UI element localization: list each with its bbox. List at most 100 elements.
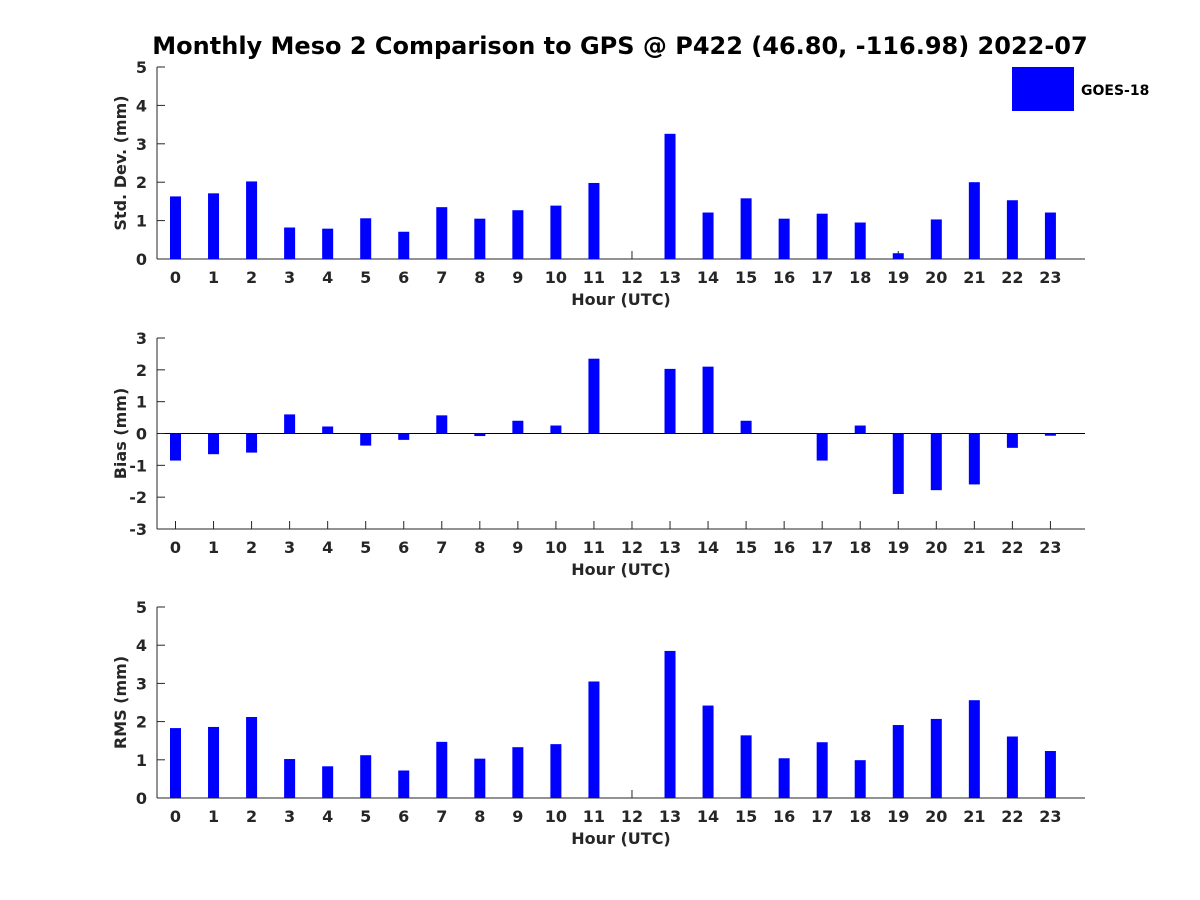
- bias-x-tick-label: 19: [887, 538, 909, 557]
- bias-x-tick-label: 8: [474, 538, 485, 557]
- bias-y-tick-label: -2: [129, 488, 147, 507]
- rms-bar: [246, 717, 258, 798]
- rms-bar: [322, 766, 334, 798]
- std-dev-x-tick-label: 1: [208, 268, 219, 287]
- bias-bar: [740, 420, 752, 434]
- legend-label: GOES-18: [1081, 83, 1149, 99]
- std-dev-bar: [436, 207, 448, 259]
- bias-bar: [208, 433, 220, 455]
- rms-x-tick-label: 21: [963, 807, 985, 826]
- std-dev-x-tick-label: 4: [322, 268, 333, 287]
- std-dev-bar: [550, 205, 562, 259]
- bias-x-tick-label: 20: [925, 538, 947, 557]
- bias-bar: [322, 426, 334, 434]
- std-dev-bar: [778, 218, 790, 259]
- bias-x-tick-label: 17: [811, 538, 833, 557]
- rms-x-tick-label: 10: [545, 807, 567, 826]
- bias-x-tick-label: 14: [697, 538, 719, 557]
- std-dev-x-tick-label: 5: [360, 268, 371, 287]
- bias-xlabel: Hour (UTC): [571, 560, 671, 579]
- std-dev-ylabel: Std. Dev. (mm): [111, 95, 130, 230]
- bias-bar: [968, 433, 980, 485]
- std-dev-x-tick-label: 20: [925, 268, 947, 287]
- rms-bar: [360, 755, 372, 798]
- bias-y-tick-label: 3: [136, 329, 147, 348]
- bias-bar: [1006, 433, 1018, 448]
- std-dev-x-tick-label: 2: [246, 268, 257, 287]
- bias-bar: [930, 433, 942, 491]
- rms-bar: [892, 725, 904, 798]
- bias-bar: [436, 415, 448, 434]
- rms-y-tick-label: 4: [136, 636, 147, 655]
- std-dev-x-tick-label: 13: [659, 268, 681, 287]
- bias-bar: [170, 433, 181, 461]
- rms-x-tick-label: 17: [811, 807, 833, 826]
- std-dev-y-tick-label: 5: [136, 58, 147, 77]
- rms-y-tick-label: 5: [136, 598, 147, 617]
- bias-x-tick-label: 5: [360, 538, 371, 557]
- chart-title: Monthly Meso 2 Comparison to GPS @ P422 …: [152, 32, 1087, 60]
- rms-x-tick-label: 3: [284, 807, 295, 826]
- bias-bar: [246, 433, 258, 453]
- rms-bar: [512, 747, 524, 798]
- std-dev-y-tick-label: 4: [136, 96, 147, 115]
- bias-bar: [1044, 433, 1056, 436]
- std-dev-x-tick-label: 7: [436, 268, 447, 287]
- std-dev-y-tick-label: 2: [136, 173, 147, 192]
- rms-x-tick-label: 9: [512, 807, 523, 826]
- rms-bar: [170, 728, 181, 798]
- bias-y-tick-label: 2: [136, 361, 147, 380]
- bias-bar: [854, 425, 866, 434]
- rms-bar: [550, 744, 562, 798]
- rms-x-tick-label: 16: [773, 807, 795, 826]
- std-dev-bar: [474, 218, 486, 259]
- std-dev-bar: [854, 222, 866, 259]
- bias-x-tick-label: 10: [545, 538, 567, 557]
- std-dev-bar: [664, 133, 676, 259]
- bias-x-tick-label: 22: [1001, 538, 1023, 557]
- std-dev-x-tick-label: 17: [811, 268, 833, 287]
- rms-bar: [778, 758, 790, 798]
- rms-bar: [588, 681, 600, 798]
- rms-x-tick-label: 19: [887, 807, 909, 826]
- std-dev-bar: [892, 253, 904, 259]
- rms-bar: [816, 742, 828, 798]
- rms-x-tick-label: 22: [1001, 807, 1023, 826]
- rms-bar: [1044, 751, 1056, 798]
- rms-bar: [968, 700, 980, 798]
- rms-bar: [208, 726, 220, 798]
- bias-bar: [588, 358, 600, 434]
- bias-bar: [360, 433, 372, 446]
- std-dev-bar: [246, 181, 258, 259]
- std-dev-y-tick-label: 1: [136, 212, 147, 231]
- rms-xlabel: Hour (UTC): [571, 829, 671, 848]
- rms-bar: [284, 759, 296, 798]
- bias-x-tick-label: 6: [398, 538, 409, 557]
- rms-x-tick-label: 11: [583, 807, 605, 826]
- bias-bar: [664, 368, 676, 434]
- rms-x-tick-label: 14: [697, 807, 719, 826]
- bias-bar: [512, 420, 524, 434]
- rms-x-tick-label: 1: [208, 807, 219, 826]
- std-dev-x-tick-label: 12: [621, 268, 643, 287]
- rms-x-tick-label: 4: [322, 807, 333, 826]
- bias-y-tick-label: 0: [136, 425, 147, 444]
- std-dev-x-tick-label: 14: [697, 268, 719, 287]
- rms-y-tick-label: 3: [136, 674, 147, 693]
- std-dev-bar: [588, 182, 600, 259]
- bias-x-tick-label: 16: [773, 538, 795, 557]
- std-dev-bar: [208, 193, 220, 259]
- std-dev-x-tick-label: 10: [545, 268, 567, 287]
- std-dev-x-tick-label: 22: [1001, 268, 1023, 287]
- std-dev-bar: [740, 198, 752, 259]
- rms-bar: [436, 741, 448, 798]
- std-dev-bar: [170, 196, 181, 259]
- rms-bar: [474, 758, 486, 798]
- std-dev-x-tick-label: 6: [398, 268, 409, 287]
- bias-x-tick-label: 23: [1039, 538, 1061, 557]
- std-dev-x-tick-label: 9: [512, 268, 523, 287]
- rms-bar: [930, 718, 942, 798]
- std-dev-x-tick-label: 21: [963, 268, 985, 287]
